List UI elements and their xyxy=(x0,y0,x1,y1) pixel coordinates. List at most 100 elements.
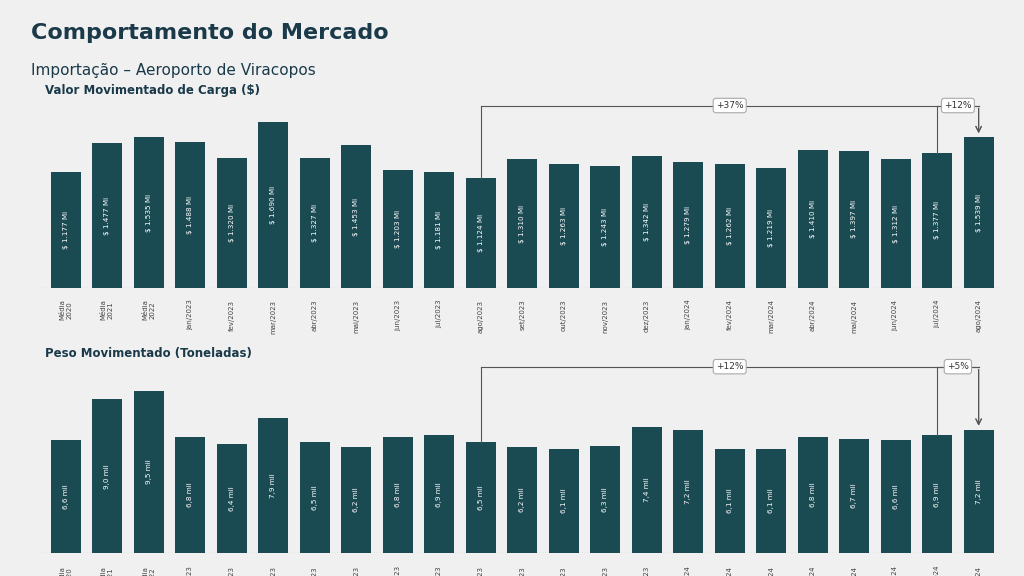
Text: Média
2021: Média 2021 xyxy=(100,300,114,320)
Bar xyxy=(632,156,662,288)
Bar xyxy=(798,150,827,288)
Text: $ 1.410 Mi: $ 1.410 Mi xyxy=(810,200,816,238)
Bar xyxy=(507,160,538,288)
Text: abr/2024: abr/2024 xyxy=(810,566,816,576)
Text: $ 1.312 Mi: $ 1.312 Mi xyxy=(893,204,899,242)
Bar xyxy=(590,166,621,288)
Text: ago/2023: ago/2023 xyxy=(478,566,483,576)
Text: $ 1.327 Mi: $ 1.327 Mi xyxy=(311,204,317,242)
Bar xyxy=(175,142,205,288)
Text: mai/2023: mai/2023 xyxy=(353,566,359,576)
Bar xyxy=(632,427,662,553)
Bar xyxy=(964,430,993,553)
Bar xyxy=(51,441,81,553)
Text: mar/2023: mar/2023 xyxy=(270,300,276,334)
Bar xyxy=(715,449,744,553)
Text: Média
2020: Média 2020 xyxy=(59,566,73,576)
Text: +5%: +5% xyxy=(947,362,969,371)
Bar xyxy=(590,445,621,553)
Text: 6,5 mil: 6,5 mil xyxy=(311,485,317,510)
Text: fev/2024: fev/2024 xyxy=(727,566,733,576)
Text: $ 1.535 Mi: $ 1.535 Mi xyxy=(145,194,152,232)
Bar xyxy=(798,437,827,553)
Text: jul/2023: jul/2023 xyxy=(436,566,442,576)
Text: Média
2021: Média 2021 xyxy=(100,566,114,576)
Text: mar/2023: mar/2023 xyxy=(270,566,276,576)
Text: abr/2023: abr/2023 xyxy=(311,300,317,331)
Text: mar/2024: mar/2024 xyxy=(768,300,774,334)
Text: jul/2024: jul/2024 xyxy=(934,300,940,328)
Text: 6,9 mil: 6,9 mil xyxy=(934,482,940,506)
Text: 6,8 mil: 6,8 mil xyxy=(395,483,400,507)
Text: $ 1.177 Mi: $ 1.177 Mi xyxy=(62,211,69,249)
Text: ago/2024: ago/2024 xyxy=(976,300,982,332)
Text: 6,4 mil: 6,4 mil xyxy=(228,486,234,511)
Text: $ 1.397 Mi: $ 1.397 Mi xyxy=(851,200,857,238)
Bar xyxy=(300,442,330,553)
Text: jan/2024: jan/2024 xyxy=(685,300,691,331)
Text: $ 1.263 Mi: $ 1.263 Mi xyxy=(561,207,566,245)
Text: 7,4 mil: 7,4 mil xyxy=(644,478,649,502)
Bar xyxy=(258,122,288,288)
Bar xyxy=(217,158,247,288)
Text: Média
2022: Média 2022 xyxy=(142,300,156,320)
Text: $ 1.279 Mi: $ 1.279 Mi xyxy=(685,206,691,244)
Text: 6,5 mil: 6,5 mil xyxy=(478,485,483,510)
Text: +12%: +12% xyxy=(944,101,972,110)
Text: 6,2 mil: 6,2 mil xyxy=(519,488,525,513)
Text: jan/2023: jan/2023 xyxy=(187,300,194,331)
Text: out/2023: out/2023 xyxy=(561,300,566,331)
Text: 6,9 mil: 6,9 mil xyxy=(436,482,442,506)
Text: Comportamento do Mercado: Comportamento do Mercado xyxy=(31,23,388,43)
Text: jun/2023: jun/2023 xyxy=(395,300,400,331)
Text: 9,5 mil: 9,5 mil xyxy=(145,460,152,484)
Text: Valor Movimentado de Carga ($): Valor Movimentado de Carga ($) xyxy=(45,84,260,97)
Text: 6,6 mil: 6,6 mil xyxy=(62,484,69,509)
Text: $ 1.203 Mi: $ 1.203 Mi xyxy=(395,210,400,248)
Text: fev/2024: fev/2024 xyxy=(727,300,733,331)
Text: 7,2 mil: 7,2 mil xyxy=(976,479,982,504)
Bar xyxy=(300,158,330,288)
Text: $ 1.453 Mi: $ 1.453 Mi xyxy=(353,198,359,236)
Text: set/2023: set/2023 xyxy=(519,300,525,331)
Bar xyxy=(217,444,247,553)
Bar xyxy=(92,143,122,288)
Text: jun/2024: jun/2024 xyxy=(893,300,899,331)
Text: $ 1.124 Mi: $ 1.124 Mi xyxy=(478,214,483,252)
Text: mar/2024: mar/2024 xyxy=(768,566,774,576)
Text: $ 1.243 Mi: $ 1.243 Mi xyxy=(602,208,608,246)
Bar xyxy=(549,164,579,288)
Text: 6,1 mil: 6,1 mil xyxy=(727,488,733,513)
Text: jul/2024: jul/2024 xyxy=(934,566,940,576)
Bar xyxy=(466,177,496,288)
Text: jun/2023: jun/2023 xyxy=(395,566,400,576)
Text: Peso Movimentado (Toneladas): Peso Movimentado (Toneladas) xyxy=(45,347,252,360)
Text: dez/2023: dez/2023 xyxy=(644,300,649,332)
Bar xyxy=(175,437,205,553)
Bar xyxy=(424,172,455,288)
Text: 9,0 mil: 9,0 mil xyxy=(104,464,111,488)
Bar xyxy=(923,153,952,288)
Bar xyxy=(341,145,372,288)
Bar xyxy=(881,441,910,553)
Bar xyxy=(383,170,413,288)
Text: 6,2 mil: 6,2 mil xyxy=(353,488,359,513)
Text: $ 1.377 Mi: $ 1.377 Mi xyxy=(934,202,940,240)
Bar xyxy=(964,137,993,288)
Text: Importação – Aeroporto de Viracopos: Importação – Aeroporto de Viracopos xyxy=(31,63,315,78)
Bar xyxy=(757,168,786,288)
Text: $ 1.320 Mi: $ 1.320 Mi xyxy=(228,204,234,242)
Bar xyxy=(92,400,122,553)
Bar xyxy=(424,435,455,553)
Text: ago/2024: ago/2024 xyxy=(976,566,982,576)
Text: abr/2023: abr/2023 xyxy=(311,566,317,576)
Text: $ 1.488 Mi: $ 1.488 Mi xyxy=(187,196,194,234)
Text: $ 1.262 Mi: $ 1.262 Mi xyxy=(727,207,733,245)
Text: $ 1.539 Mi: $ 1.539 Mi xyxy=(976,194,982,232)
Text: out/2023: out/2023 xyxy=(561,566,566,576)
Text: ago/2023: ago/2023 xyxy=(478,300,483,332)
Text: mai/2023: mai/2023 xyxy=(353,300,359,333)
Text: $ 1.342 Mi: $ 1.342 Mi xyxy=(644,203,649,241)
Bar xyxy=(466,442,496,553)
Text: $ 1.477 Mi: $ 1.477 Mi xyxy=(104,196,111,234)
